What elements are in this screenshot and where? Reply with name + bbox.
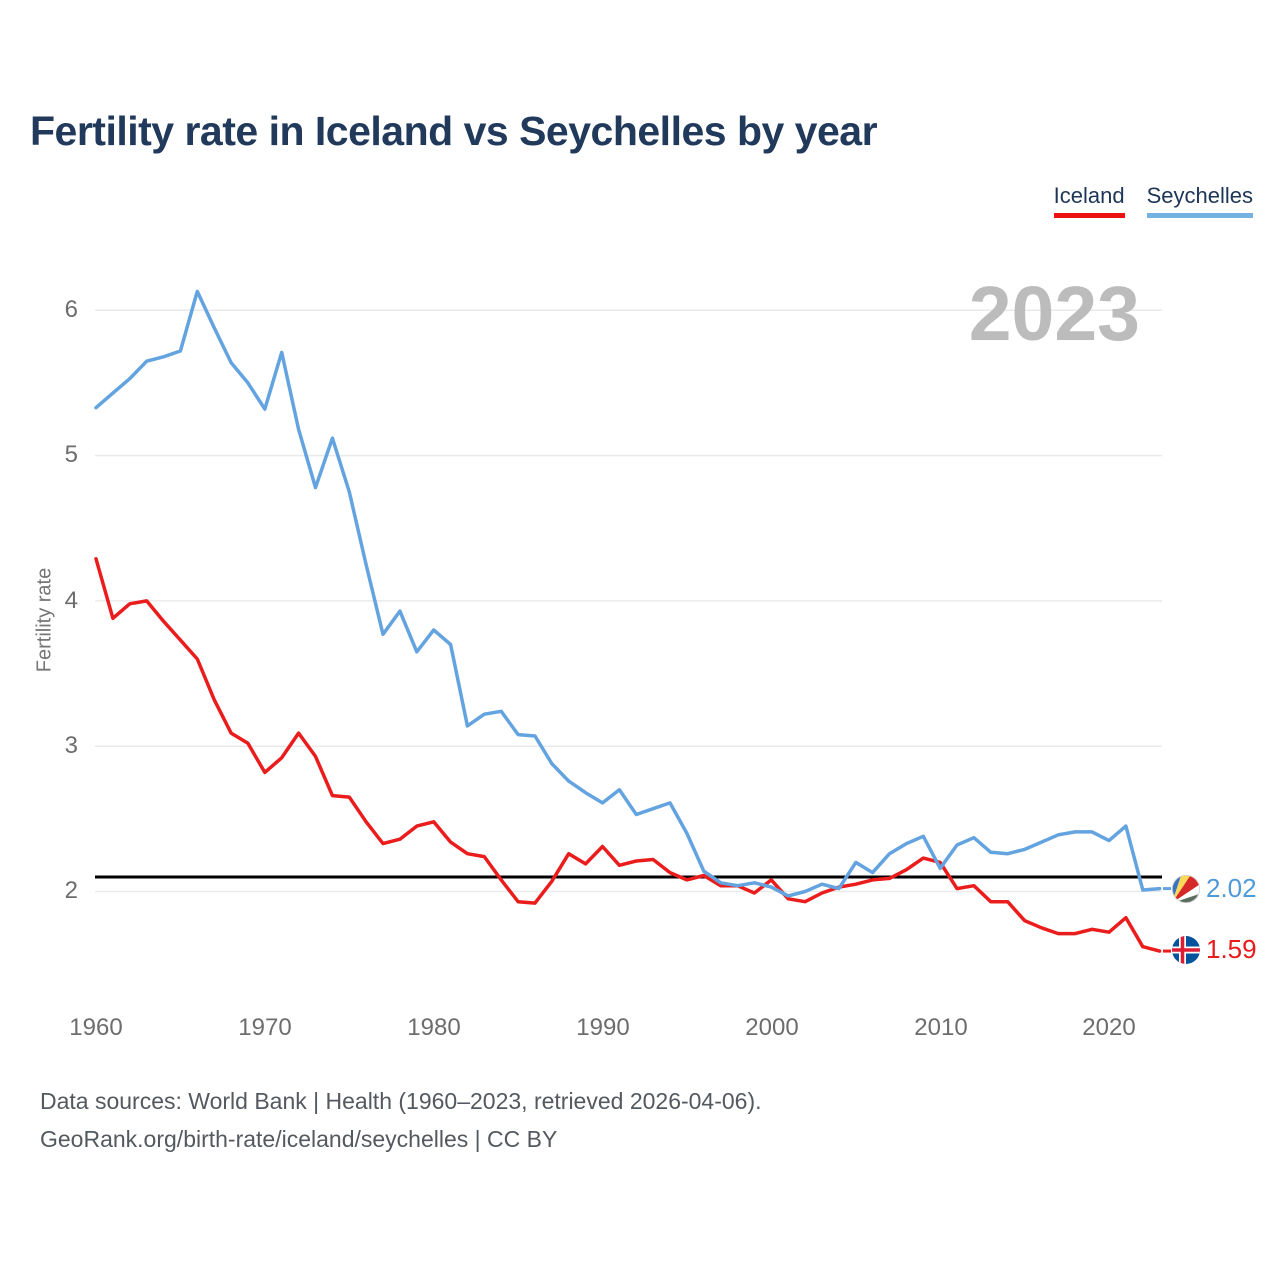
seychelles-flag-icon [1172,875,1200,903]
seychelles-line [94,289,1162,898]
y-tick-label: 6 [64,296,78,323]
footer-source-line: Data sources: World Bank | Health (1960–… [40,1088,762,1114]
x-tick-label: 2010 [914,1014,968,1041]
iceland-end-value: 1.59 [1206,934,1257,964]
x-tick-label: 1980 [407,1014,461,1041]
x-tick-label: 2020 [1082,1014,1136,1041]
legend-item-iceland[interactable]: Iceland [1053,183,1125,218]
iceland-flag-icon [1172,936,1200,964]
legend: Iceland Seychelles [1053,183,1253,218]
footer-license-line: GeoRank.org/birth-rate/iceland/seychelle… [40,1126,558,1152]
iceland-line [94,557,1162,953]
y-tick-label: 2 [64,877,78,904]
x-tick-label: 1960 [69,1014,123,1041]
y-tick-label: 4 [64,587,78,614]
page-title: Fertility rate in Iceland vs Seychelles … [30,108,878,154]
y-tick-label: 3 [64,732,78,759]
seychelles-end-value: 2.02 [1206,873,1257,903]
watermark-year: 2023 [968,271,1140,357]
x-tick-label: 1970 [238,1014,292,1041]
x-tick-label: 2000 [745,1014,799,1041]
y-tick-label: 5 [64,441,78,468]
legend-item-seychelles[interactable]: Seychelles [1146,183,1253,218]
y-axis-title: Fertility rate [33,567,56,673]
x-tick-label: 1990 [576,1014,630,1041]
